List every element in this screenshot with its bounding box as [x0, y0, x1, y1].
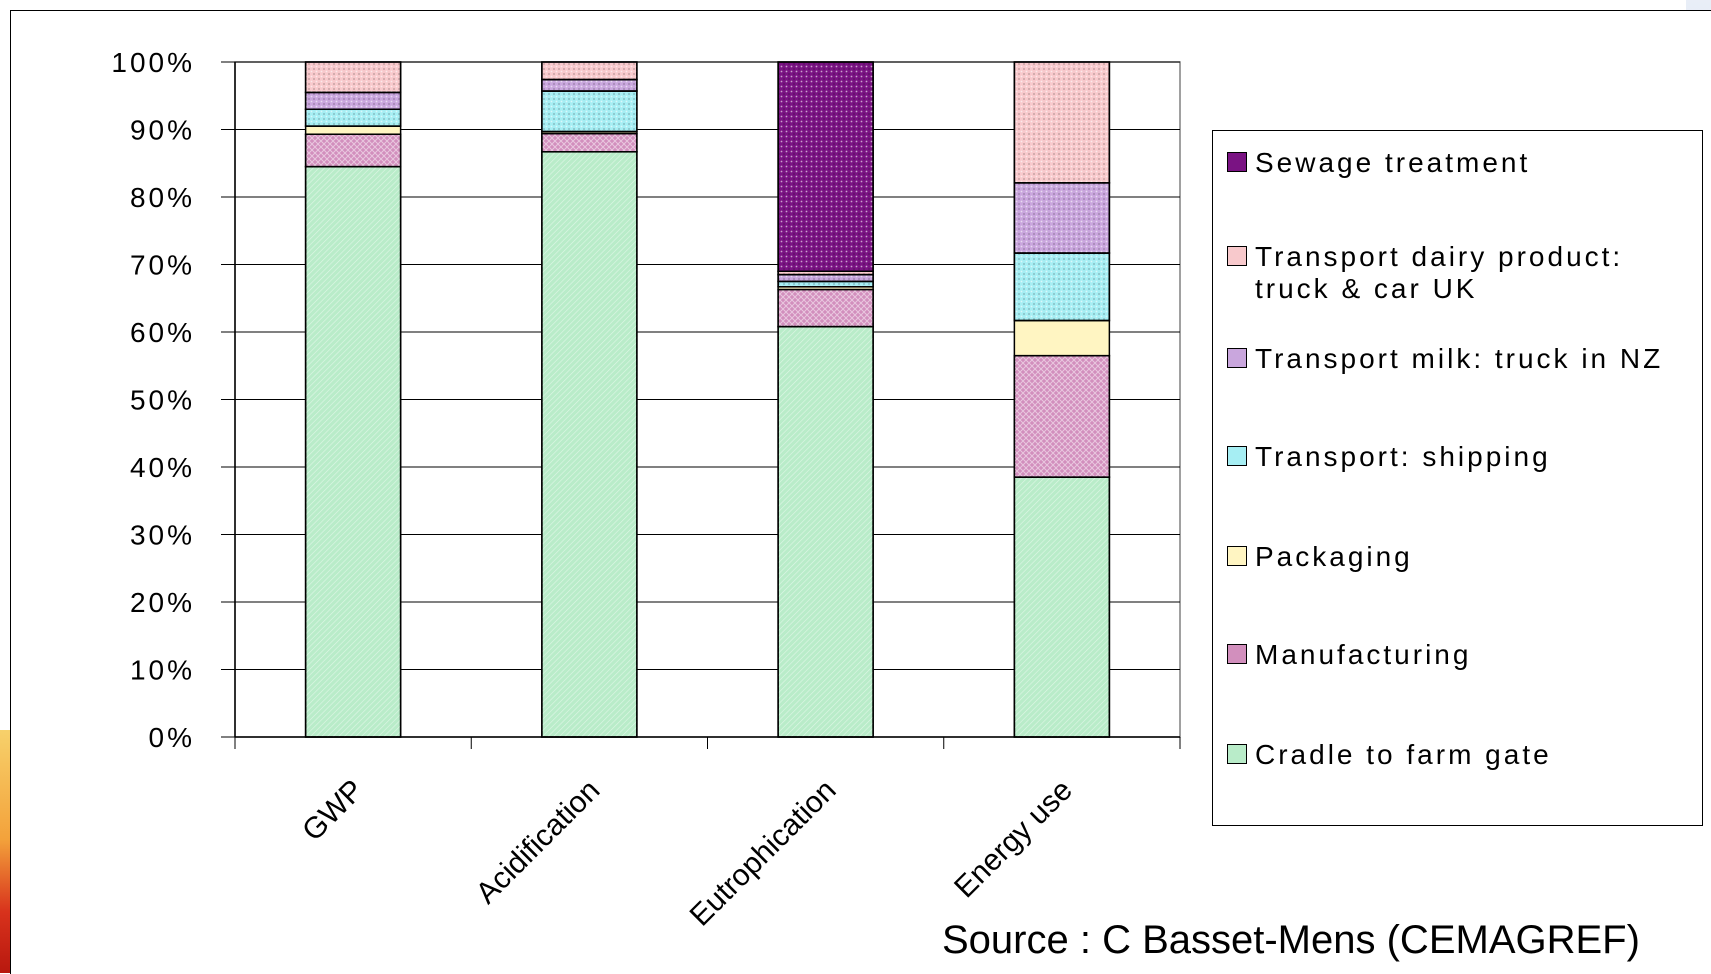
source-caption: Source : C Basset-Mens (CEMAGREF): [942, 918, 1640, 962]
y-tick-label: 20%: [130, 587, 195, 618]
bar-segment-cradle-to-farm-gate: [304, 165, 402, 738]
bar-segment-transport-shipping: [304, 108, 402, 127]
legend-swatch: [1227, 546, 1247, 566]
legend-label: Cradle to farm gate: [1255, 739, 1552, 770]
y-tick-label: 60%: [130, 317, 195, 348]
bar-segment-transport-shipping: [777, 280, 874, 288]
chart-legend: Sewage treatment Transport dairy product:…: [1212, 130, 1703, 826]
legend-label: Packaging: [1255, 541, 1413, 572]
y-tick-label: 0%: [149, 722, 195, 753]
legend-label: Sewage treatment: [1255, 147, 1531, 178]
y-tick-label: 40%: [130, 452, 195, 483]
bar-segment-cradle-to-farm-gate: [1013, 476, 1111, 738]
legend-item: Sewage treatment: [1227, 147, 1530, 179]
legend-item: Transport: shipping: [1227, 441, 1551, 473]
legend-item: Transport milk: truck in NZ: [1227, 343, 1663, 375]
bar-segment-transport-milk-truck-in-nz: [541, 78, 638, 92]
legend-swatch: [1227, 644, 1247, 664]
bar-segment-transport-dairy-product: [1013, 61, 1111, 184]
bar-segment-sewage-treatment: [777, 61, 874, 272]
bar-segment-cradle-to-farm-gate: [541, 151, 638, 738]
legend-swatch: [1227, 446, 1247, 466]
legend-label: Transport milk: truck in NZ: [1255, 343, 1664, 374]
y-tick-label: 10%: [130, 655, 195, 686]
legend-swatch: [1227, 246, 1247, 266]
x-category-label: Eutrophication: [684, 774, 843, 933]
bar-segment-manufacturing: [777, 288, 874, 328]
legend-swatch: [1227, 744, 1247, 764]
legend-item: Transport dairy product: truck & car UK: [1227, 241, 1623, 305]
bar-segment-transport-dairy-product: [541, 61, 638, 81]
legend-item: Cradle to farm gate: [1227, 739, 1552, 771]
x-category-label: GWP: [296, 774, 370, 848]
legend-label: Transport dairy product: truck & car UK: [1255, 241, 1624, 304]
x-category-label: Acidification: [470, 774, 607, 911]
y-tick-label: 80%: [130, 182, 195, 213]
bar-segment-transport-milk-truck-in-nz: [777, 273, 874, 283]
bar-segment-transport-shipping: [1013, 252, 1111, 322]
y-tick-label: 100%: [111, 47, 195, 78]
bar-segment-packaging: [304, 125, 402, 135]
y-tick-label: 50%: [130, 385, 195, 416]
bar-segment-transport-dairy-product: [304, 61, 402, 94]
legend-item: Packaging: [1227, 541, 1413, 573]
y-tick-label: 70%: [130, 250, 195, 281]
y-tick-label: 90%: [130, 115, 195, 146]
legend-label: Transport: shipping: [1255, 441, 1551, 472]
legend-swatch: [1227, 348, 1247, 368]
bar-segment-cradle-to-farm-gate: [777, 325, 874, 738]
bar-segment-manufacturing: [1013, 354, 1111, 478]
legend-label: Manufacturing: [1255, 639, 1472, 670]
bar-segment-packaging: [1013, 319, 1111, 357]
x-category-label: Energy use: [948, 774, 1079, 905]
bar-segment-transport-milk-truck-in-nz: [304, 91, 402, 110]
legend-item: Manufacturing: [1227, 639, 1471, 671]
bar-segment-manufacturing: [541, 132, 638, 153]
y-tick-label: 30%: [130, 520, 195, 551]
bar-segment-transport-shipping: [541, 90, 638, 133]
bar-segment-manufacturing: [304, 133, 402, 168]
bar-segment-transport-milk-truck-in-nz: [1013, 182, 1111, 254]
legend-swatch: [1227, 152, 1247, 172]
